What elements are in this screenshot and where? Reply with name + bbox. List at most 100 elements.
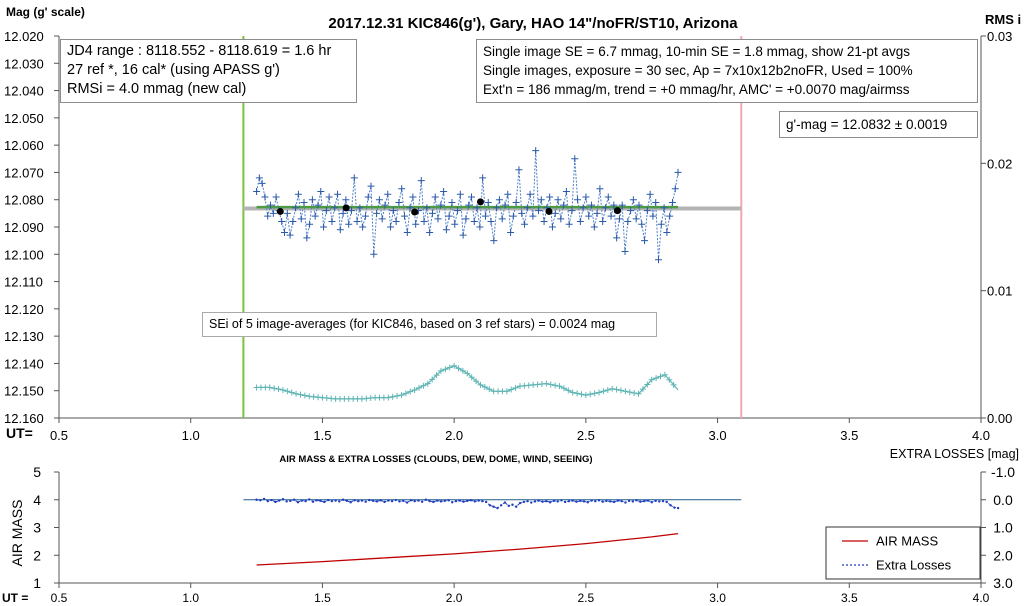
extra-losses-point xyxy=(270,498,273,502)
extra-losses-point xyxy=(293,498,296,501)
rms-point xyxy=(666,376,673,383)
info-box-left: JD4 range : 8118.552 - 8118.619 = 1.6 hr… xyxy=(60,39,357,103)
single-image-point xyxy=(426,228,434,236)
extra-losses-point xyxy=(387,499,390,502)
extra-losses-point xyxy=(439,500,443,503)
single-image-point xyxy=(370,250,378,258)
single-image-point xyxy=(641,237,649,245)
rms-point xyxy=(661,371,668,378)
single-image-point xyxy=(297,215,305,223)
extra-losses-point xyxy=(390,499,394,503)
single-image-point xyxy=(501,201,509,209)
average-point xyxy=(411,208,419,216)
rms-point xyxy=(639,386,646,393)
single-image-point xyxy=(534,207,542,215)
top-x-axis-label: UT= xyxy=(6,425,33,441)
rms-point xyxy=(481,384,488,391)
rms-point xyxy=(486,386,493,393)
legend-box xyxy=(825,526,981,580)
extra-losses-point xyxy=(609,500,612,503)
extra-losses-point xyxy=(676,506,680,510)
y-tick-label: 5 xyxy=(33,464,41,480)
top-axis-ticks: 12.020 12.030 12.040 12.050 12.060 12.070 12.0… xyxy=(4,29,1012,443)
single-image-point xyxy=(445,212,453,220)
single-image-point xyxy=(468,193,476,201)
single-image-point xyxy=(638,220,646,228)
rms-point xyxy=(402,390,409,397)
rms-point xyxy=(411,386,418,393)
extra-losses-point xyxy=(420,500,424,503)
extra-losses-point xyxy=(375,500,379,503)
single-image-point xyxy=(599,218,607,226)
rms-point xyxy=(503,388,510,395)
single-image-point xyxy=(347,207,355,215)
extra-losses-point xyxy=(612,500,616,504)
extra-losses-point xyxy=(289,499,292,503)
extra-losses-point xyxy=(447,499,450,502)
single-image-point xyxy=(367,182,375,190)
extra-losses-point xyxy=(567,499,571,503)
single-image-point xyxy=(345,220,353,228)
single-image-point xyxy=(442,226,450,234)
rms-point xyxy=(271,385,278,392)
extra-losses-point xyxy=(605,499,608,503)
single-image-point xyxy=(395,198,403,206)
extra-losses-point xyxy=(458,499,461,502)
single-image-point xyxy=(331,204,339,212)
single-image-point xyxy=(353,218,361,226)
single-image-point xyxy=(454,207,462,215)
y-tick-label: 12.150 xyxy=(4,384,44,399)
rms-point xyxy=(574,390,581,397)
single-image-point xyxy=(498,215,506,223)
extra-losses-point xyxy=(665,500,668,504)
single-image-point xyxy=(364,193,372,201)
single-image-point xyxy=(646,190,654,198)
extra-losses-point xyxy=(259,499,262,502)
rms-point xyxy=(613,386,620,393)
rms-point xyxy=(508,386,515,393)
average-point xyxy=(276,207,284,215)
extra-losses-point xyxy=(556,500,559,503)
single-image-point xyxy=(398,185,406,193)
single-image-point xyxy=(314,201,322,209)
single-image-point xyxy=(657,220,665,228)
single-image-point xyxy=(560,201,568,209)
single-image-point xyxy=(546,193,554,201)
single-image-point xyxy=(473,204,481,212)
single-image-point xyxy=(320,223,328,231)
extra-losses-point xyxy=(345,499,349,503)
single-image-point xyxy=(361,212,369,220)
single-image-point xyxy=(557,215,565,223)
extra-losses-point xyxy=(511,503,514,506)
single-image-point xyxy=(624,218,632,226)
info-exposure: Single images, exposure = 30 sec, Ap = 7… xyxy=(483,63,913,78)
extra-losses-point xyxy=(673,506,676,509)
single-image-point xyxy=(574,196,582,204)
extra-losses-point xyxy=(654,499,657,503)
extra-losses-point xyxy=(413,499,416,503)
single-image-point xyxy=(627,207,635,215)
x-tick-label: 3.5 xyxy=(840,428,858,443)
extra-losses-point xyxy=(481,499,484,503)
rms-point xyxy=(587,391,594,398)
single-image-point xyxy=(375,196,383,204)
info-rmsi: RMSi = 4.0 mmag (new cal) xyxy=(67,81,247,97)
y2-tick-label: 0.01 xyxy=(987,284,1012,299)
extra-losses-point xyxy=(469,499,473,502)
single-image-point xyxy=(596,185,604,193)
rms-point xyxy=(446,364,453,371)
single-image-point xyxy=(334,190,342,198)
extra-losses-point xyxy=(620,499,623,503)
extra-losses-point xyxy=(451,501,454,504)
extra-losses-point xyxy=(590,499,593,502)
extra-losses-point xyxy=(575,500,578,503)
legend-airmass-label: AIR MASS xyxy=(876,534,938,549)
single-image-point xyxy=(280,228,288,236)
extra-losses-point xyxy=(545,499,548,503)
y2-tick-label: 0.00 xyxy=(987,411,1012,426)
extra-losses-point xyxy=(356,499,360,503)
single-image-point xyxy=(518,209,526,217)
single-image-point xyxy=(532,147,540,155)
extra-losses-point xyxy=(285,500,288,503)
single-image-point xyxy=(523,204,531,212)
